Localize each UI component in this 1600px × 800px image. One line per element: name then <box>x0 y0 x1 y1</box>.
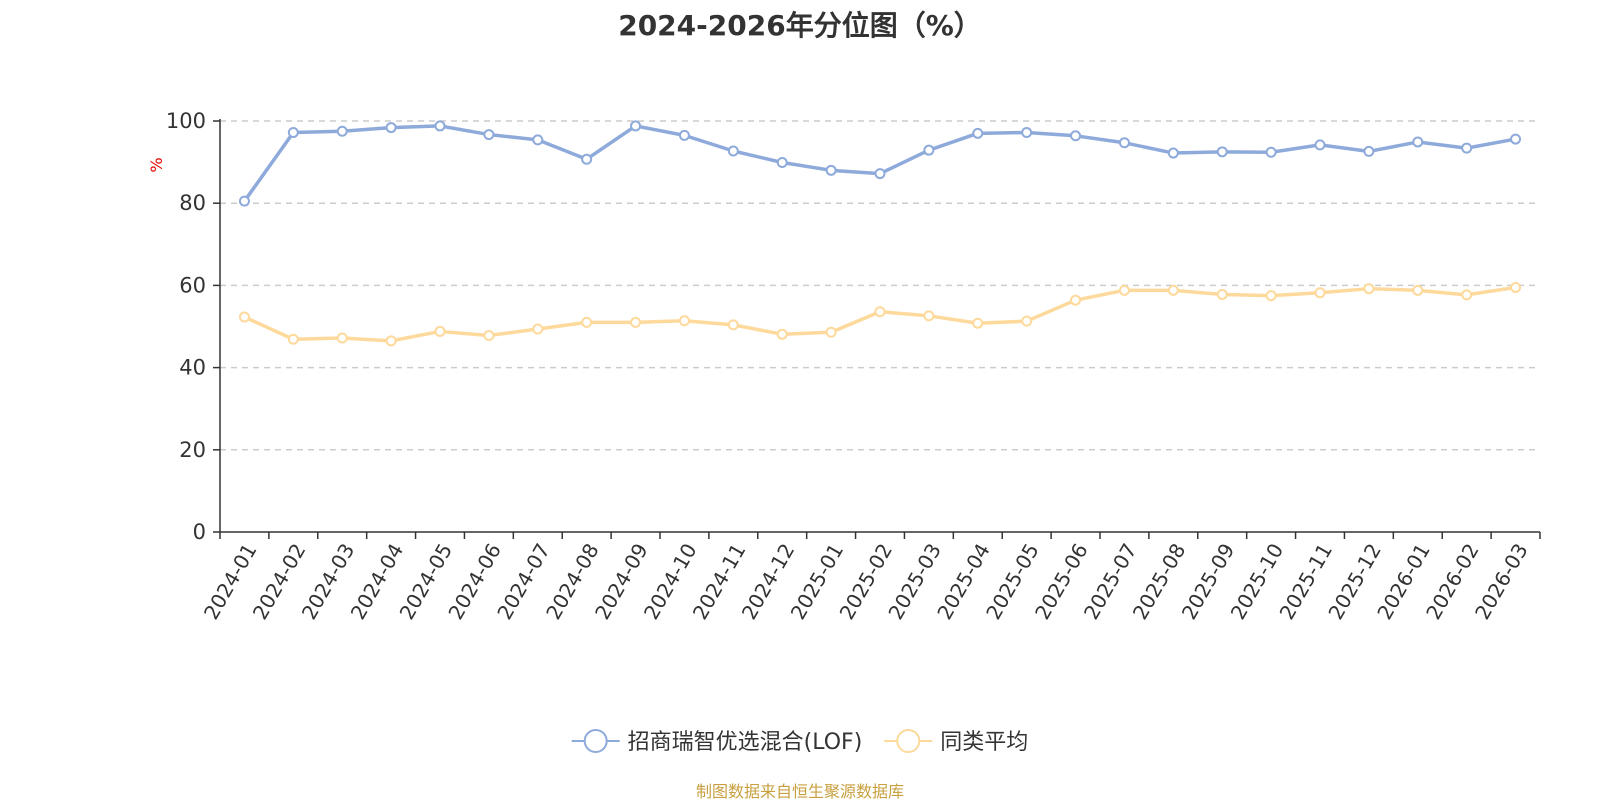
data-point[interactable] <box>1118 137 1130 149</box>
data-point[interactable] <box>1510 281 1522 293</box>
legend-label: 招商瑞智优选混合(LOF) <box>628 730 863 755</box>
data-point[interactable] <box>483 330 495 342</box>
data-point[interactable] <box>1216 288 1228 300</box>
legend-circle-icon <box>583 729 608 753</box>
data-point[interactable] <box>1412 136 1424 148</box>
y-tick-label: 60 <box>179 273 206 297</box>
data-point[interactable] <box>336 332 348 344</box>
data-point[interactable] <box>1412 284 1424 296</box>
y-tick-label: 40 <box>179 356 206 380</box>
data-point[interactable] <box>1070 294 1082 306</box>
data-point[interactable] <box>727 319 739 331</box>
y-axis-label: % <box>147 157 166 172</box>
y-tick-label: 0 <box>193 520 206 544</box>
data-point[interactable] <box>1021 315 1033 327</box>
data-point[interactable] <box>532 134 544 146</box>
legend-circle-icon <box>896 729 921 753</box>
legend[interactable]: 招商瑞智优选混合(LOF) 同类平均 <box>571 729 1029 755</box>
data-point[interactable] <box>385 335 397 347</box>
y-tick-label: 80 <box>179 191 206 215</box>
data-point[interactable] <box>385 122 397 134</box>
data-point[interactable] <box>1118 284 1130 296</box>
axes: 020406080100%2024-012024-022024-032024-0… <box>147 109 1541 624</box>
data-point[interactable] <box>532 323 544 335</box>
data-point[interactable] <box>972 317 984 329</box>
data-point[interactable] <box>1021 127 1033 139</box>
data-point[interactable] <box>1461 142 1473 154</box>
data-point[interactable] <box>1314 287 1326 299</box>
y-tick-label: 100 <box>166 109 206 133</box>
data-point[interactable] <box>336 125 348 137</box>
data-point[interactable] <box>825 326 837 338</box>
data-point[interactable] <box>287 333 299 345</box>
legend-item-1[interactable]: 同类平均 <box>884 729 1028 755</box>
data-point[interactable] <box>727 145 739 157</box>
data-point[interactable] <box>923 310 935 322</box>
data-point[interactable] <box>630 316 642 328</box>
legend-label: 同类平均 <box>940 730 1028 755</box>
chart-title: 2024-2026年分位图（%） <box>618 9 982 42</box>
data-point[interactable] <box>1265 146 1277 158</box>
data-point[interactable] <box>630 120 642 132</box>
data-point[interactable] <box>1265 290 1277 302</box>
source-note: 制图数据来自恒生聚源数据库 <box>695 782 904 800</box>
grid-lines <box>220 120 1540 451</box>
data-point[interactable] <box>581 153 593 165</box>
data-point[interactable] <box>287 127 299 139</box>
data-point[interactable] <box>776 328 788 340</box>
legend-item-0[interactable]: 招商瑞智优选混合(LOF) <box>571 729 863 755</box>
data-point[interactable] <box>1167 147 1179 159</box>
y-tick-label: 20 <box>179 438 206 462</box>
data-point[interactable] <box>972 127 984 139</box>
data-point[interactable] <box>238 195 250 207</box>
data-point[interactable] <box>776 157 788 169</box>
data-point[interactable] <box>1363 145 1375 157</box>
data-point[interactable] <box>1167 284 1179 296</box>
data-point[interactable] <box>581 316 593 328</box>
data-point[interactable] <box>874 306 886 318</box>
series-lines <box>238 120 1522 347</box>
data-point[interactable] <box>1510 133 1522 145</box>
data-point[interactable] <box>1363 283 1375 295</box>
data-point[interactable] <box>678 315 690 327</box>
series-line-0 <box>243 124 1516 203</box>
data-point[interactable] <box>874 168 886 180</box>
data-point[interactable] <box>825 164 837 176</box>
data-point[interactable] <box>1070 130 1082 142</box>
data-point[interactable] <box>678 129 690 141</box>
data-point[interactable] <box>923 144 935 156</box>
data-point[interactable] <box>483 129 495 141</box>
data-point[interactable] <box>1461 289 1473 301</box>
data-point[interactable] <box>1216 146 1228 158</box>
data-point[interactable] <box>1314 139 1326 151</box>
data-point[interactable] <box>434 120 446 132</box>
data-point[interactable] <box>238 311 250 323</box>
data-point[interactable] <box>434 325 446 337</box>
